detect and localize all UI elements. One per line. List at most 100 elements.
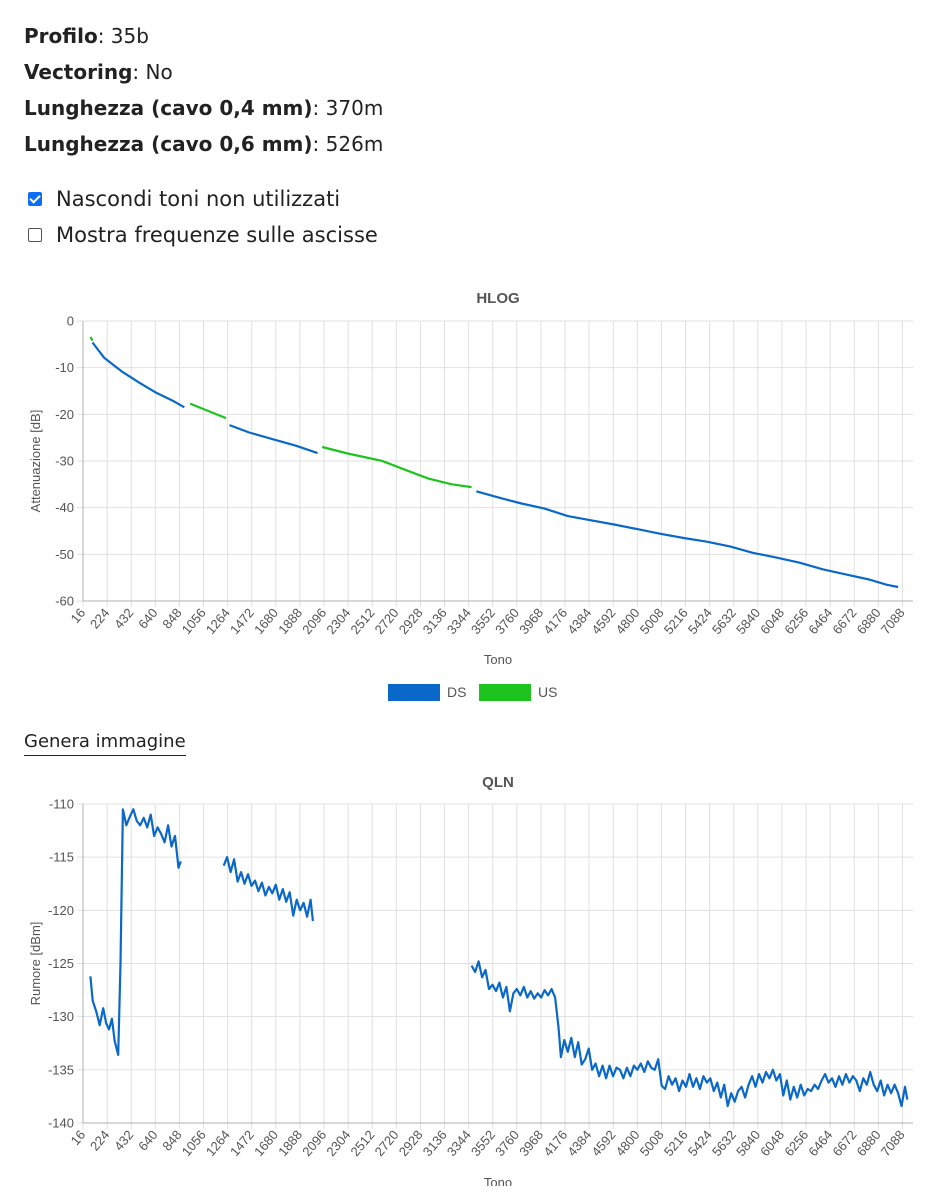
qln-x-label: Tono — [484, 1175, 512, 1186]
hlog-x-tick: 5840 — [733, 605, 763, 637]
qln-series-ds-line — [89, 808, 182, 1056]
show-freq-label[interactable]: Mostra frequenze sulle ascisse — [56, 223, 378, 247]
length-06-value: 526m — [325, 132, 384, 156]
profile-value: 35b — [110, 24, 149, 48]
qln-x-tick: 224 — [87, 1127, 112, 1153]
hide-unused-checkbox[interactable] — [28, 192, 42, 206]
qln-series-ds-line — [470, 960, 909, 1108]
length-06-label: Lunghezza (cavo 0,6 mm) — [24, 132, 313, 156]
qln-x-tick: 5424 — [685, 1127, 715, 1159]
hlog-x-tick: 5216 — [661, 605, 691, 637]
hlog-series-us-line — [89, 336, 94, 342]
qln-x-tick: 6048 — [757, 1127, 787, 1159]
qln-x-tick: 1056 — [179, 1127, 209, 1159]
hlog-x-tick: 4176 — [540, 605, 570, 637]
hlog-x-tick: 7088 — [878, 605, 908, 637]
qln-x-tick: 2720 — [372, 1127, 402, 1159]
hlog-x-tick: 5632 — [709, 605, 739, 637]
hlog-y-label: Attenuazione [dB] — [28, 410, 43, 513]
qln-x-tick: 3344 — [444, 1127, 474, 1159]
qln-x-tick: 1264 — [203, 1127, 233, 1159]
qln-y-tick: -125 — [48, 956, 74, 971]
qln-x-tick: 4592 — [588, 1127, 618, 1159]
vectoring-value: No — [145, 60, 173, 84]
hlog-x-tick: 1888 — [275, 605, 305, 637]
qln-y-label: Rumore [dBm] — [28, 922, 43, 1006]
hlog-x-tick: 3344 — [444, 605, 474, 637]
hlog-series-ds-line — [229, 424, 318, 455]
length-06-row: Lunghezza (cavo 0,6 mm): 526m — [24, 132, 384, 156]
hlog-chart: HLOG0-10-20-30-40-50-6016224432640848105… — [28, 290, 913, 701]
vectoring-label: Vectoring — [24, 60, 133, 84]
hlog-x-tick: 4384 — [564, 605, 594, 637]
hlog-y-tick: -30 — [55, 454, 74, 469]
qln-y-tick: -135 — [48, 1062, 74, 1077]
hlog-x-tick: 6464 — [805, 605, 835, 637]
qln-x-tick: 6880 — [854, 1127, 884, 1159]
hlog-x-tick: 3760 — [492, 605, 522, 637]
hlog-x-tick: 2304 — [323, 605, 353, 637]
hlog-y-tick: -40 — [55, 500, 74, 515]
qln-x-tick: 4384 — [564, 1127, 594, 1159]
hlog-x-tick: 1680 — [251, 605, 281, 637]
show-freq-checkbox[interactable] — [28, 228, 42, 242]
hlog-x-tick: 2512 — [347, 605, 377, 637]
hlog-series-ds-line — [91, 341, 185, 409]
hlog-x-tick: 1472 — [227, 605, 257, 637]
qln-chart: QLN-110-115-120-125-130-135-140162244326… — [28, 774, 913, 1186]
hlog-x-tick: 1264 — [203, 605, 233, 637]
hlog-x-tick: 4592 — [588, 605, 618, 637]
qln-y-tick: -110 — [49, 797, 74, 812]
qln-y-tick: -140 — [48, 1116, 74, 1131]
qln-x-tick: 2928 — [396, 1127, 426, 1159]
qln-x-tick: 432 — [111, 1127, 136, 1153]
qln-x-tick: 7088 — [878, 1127, 908, 1159]
hide-unused-label[interactable]: Nascondi toni non utilizzati — [56, 187, 341, 211]
qln-x-tick: 1472 — [227, 1127, 257, 1159]
hlog-x-tick: 6256 — [781, 605, 811, 637]
hlog-legend-label-us: US — [538, 684, 557, 700]
qln-y-tick: -120 — [48, 903, 74, 918]
profile-label: Profilo — [24, 24, 98, 48]
hlog-x-tick: 6048 — [757, 605, 787, 637]
hlog-x-tick: 2096 — [299, 605, 329, 637]
qln-x-tick: 5840 — [733, 1127, 763, 1159]
qln-x-tick: 3968 — [516, 1127, 546, 1159]
qln-x-tick: 4176 — [540, 1127, 570, 1159]
qln-x-tick: 5008 — [637, 1127, 667, 1159]
hlog-x-tick: 2720 — [372, 605, 402, 637]
length-04-row: Lunghezza (cavo 0,4 mm): 370m — [24, 96, 384, 120]
hlog-x-label: Tono — [484, 652, 512, 667]
hlog-x-tick: 3552 — [468, 605, 498, 637]
qln-x-tick: 6464 — [805, 1127, 835, 1159]
qln-series-ds-line — [222, 856, 314, 922]
hlog-y-tick: -50 — [55, 547, 74, 562]
qln-x-tick: 1680 — [251, 1127, 281, 1159]
qln-x-tick: 5632 — [709, 1127, 739, 1159]
hlog-x-tick: 640 — [135, 605, 160, 631]
genera-immagine-link[interactable]: Genera immagine — [24, 731, 186, 756]
line-info: Profilo: 35b Vectoring: No Lunghezza (ca… — [24, 18, 383, 162]
hlog-x-tick: 5424 — [685, 605, 715, 637]
qln-x-tick: 4800 — [613, 1127, 643, 1159]
hlog-x-tick: 2928 — [396, 605, 426, 637]
hlog-x-tick: 3136 — [420, 605, 450, 637]
qln-x-tick: 640 — [135, 1127, 160, 1153]
qln-x-tick: 2096 — [299, 1127, 329, 1159]
qln-x-tick: 5216 — [661, 1127, 691, 1159]
qln-x-tick: 2512 — [347, 1127, 377, 1159]
hlog-legend-swatch-us — [479, 684, 531, 701]
hlog-x-tick: 5008 — [637, 605, 667, 637]
hlog-legend-label-ds: DS — [447, 684, 466, 700]
vectoring-row: Vectoring: No — [24, 60, 173, 84]
hlog-y-tick: -60 — [55, 594, 74, 609]
hlog-y-tick: -10 — [55, 360, 74, 375]
hlog-series-ds-line — [476, 490, 899, 589]
qln-x-tick: 3136 — [420, 1127, 450, 1159]
qln-x-tick: 6256 — [781, 1127, 811, 1159]
hide-unused-option[interactable]: Nascondi toni non utilizzati — [28, 181, 378, 217]
hlog-series-us-line — [321, 445, 472, 489]
hlog-series-us-line — [189, 402, 227, 420]
length-04-label: Lunghezza (cavo 0,4 mm) — [24, 96, 313, 120]
show-freq-option[interactable]: Mostra frequenze sulle ascisse — [28, 217, 378, 253]
